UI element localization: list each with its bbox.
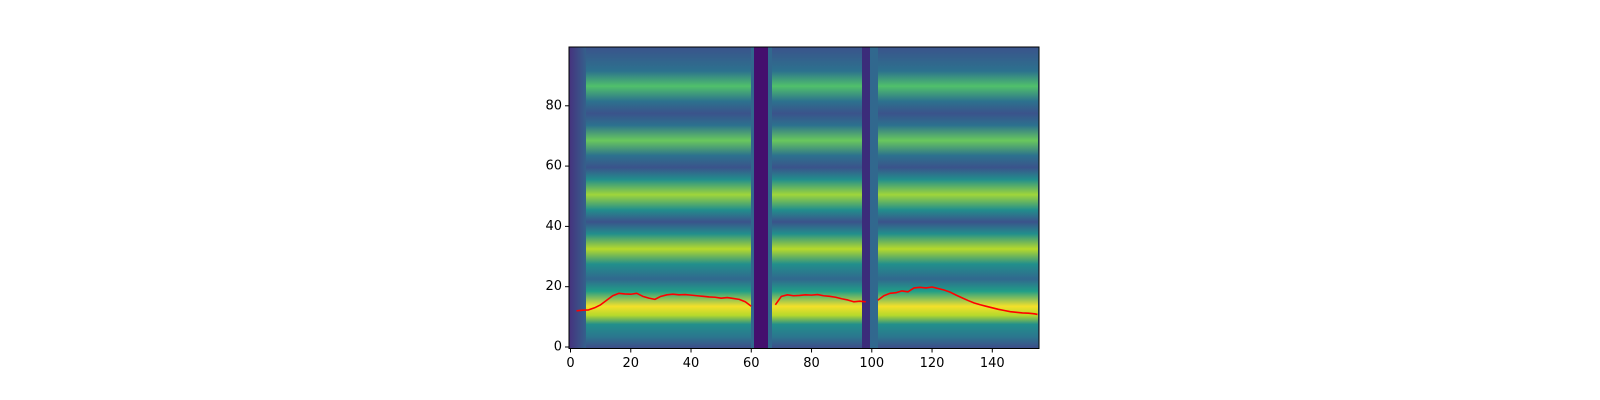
y-tick-label: 80: [545, 98, 562, 113]
x-tick-label: 40: [683, 356, 700, 371]
y-tick-label: 60: [545, 159, 562, 174]
x-tick-label: 0: [566, 356, 574, 371]
x-tick-label: 140: [980, 356, 1005, 371]
x-tick-label: 20: [622, 356, 639, 371]
spectrogram: [569, 47, 1039, 349]
x-tick-label: 100: [859, 356, 884, 371]
heatmap-left: [569, 47, 589, 349]
y-tick-label: 40: [545, 219, 562, 234]
heatmap-segment: [586, 47, 751, 349]
heatmap-segment: [772, 47, 866, 349]
heatmap-gap: [862, 47, 870, 349]
y-tick-label: 20: [545, 279, 562, 294]
x-tick-label: 60: [743, 356, 760, 371]
y-tick-label: 0: [554, 339, 562, 354]
pitch-line: [576, 286, 1038, 316]
heatmap-gap: [754, 47, 768, 349]
plot-frame: [568, 46, 1040, 349]
heatmap-segment: [878, 47, 1038, 349]
x-tick-label: 120: [920, 356, 945, 371]
x-tick-label: 80: [803, 356, 820, 371]
